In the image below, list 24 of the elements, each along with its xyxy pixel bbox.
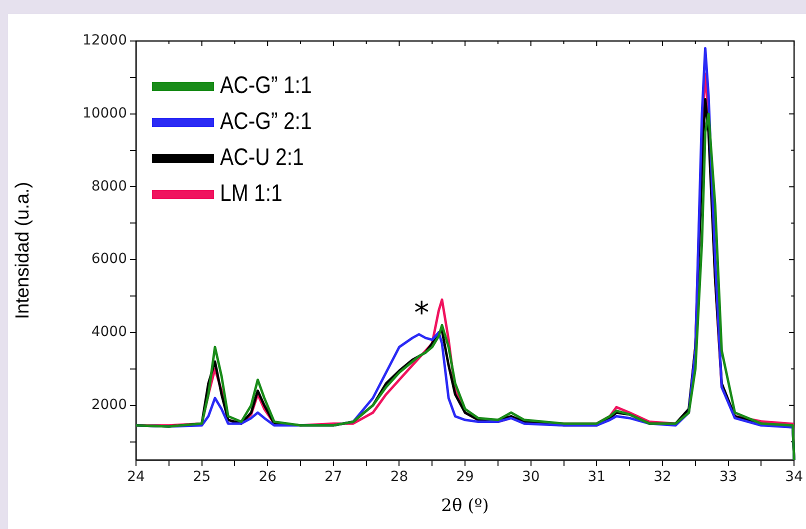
- y-tick-label: 6000: [91, 251, 127, 268]
- x-tick-label: 32: [654, 469, 672, 486]
- x-tick-label: 31: [588, 469, 606, 486]
- y-axis-title: Intensidad (u.a.): [12, 182, 34, 320]
- x-tick-label: 28: [390, 469, 408, 486]
- annotation: *: [414, 296, 430, 331]
- x-tick-label: 30: [522, 469, 540, 486]
- x-tick-label: 24: [127, 469, 145, 486]
- legend-label: AC-G” 2:1: [220, 107, 312, 137]
- x-tick-label: 29: [456, 469, 474, 486]
- y-tick-label: 10000: [82, 106, 127, 122]
- x-axis-title: 2θ (º): [441, 496, 489, 516]
- y-tick-label: 12000: [82, 32, 127, 49]
- legend-label: AC-G” 1:1: [220, 71, 312, 101]
- y-tick-label: 4000: [91, 324, 127, 340]
- y-tick-label: 8000: [91, 178, 127, 194]
- x-tick-label: 27: [324, 469, 342, 486]
- x-tick-label: 34: [785, 469, 804, 486]
- y-tick-label: 2000: [91, 396, 127, 413]
- legend-label: LM 1:1: [220, 179, 282, 209]
- legend-label: AC-U 2:1: [220, 143, 304, 173]
- x-tick-label: 25: [192, 469, 211, 486]
- x-tick-label: 26: [258, 469, 277, 486]
- x-tick-label: 33: [719, 469, 738, 486]
